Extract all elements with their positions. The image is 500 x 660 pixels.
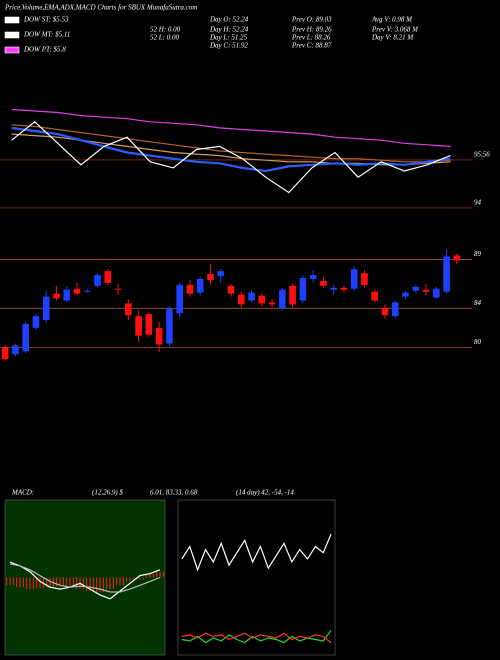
candle-body [299,278,307,301]
candle-body [237,294,245,305]
stat-text: Prev O: 89.03 [291,16,332,24]
candle-body [63,289,71,301]
y-tick-label: 80 [474,338,482,346]
candle-body [340,287,348,290]
stat-text: 52 L: 0.00 [150,34,179,42]
stat-text: Prev V: 3.068 M [371,26,419,34]
candle-body [268,302,276,305]
legend-swatch [4,16,20,24]
stat-text: Prev H: 89.26 [291,26,332,34]
legend-label: DOW PT: $5.8 [23,46,66,54]
stat-text: Prev C: 88.87 [291,42,332,50]
candle-body [289,285,296,305]
page-title: Price,Volume,EMA,ADX,MACD Charts for SBU… [4,4,197,12]
candle-body [422,289,430,292]
legend-label: DOW ST: $5.53 [23,16,69,24]
series-line [11,126,451,173]
candle-body [391,302,399,317]
candle-body [176,284,183,314]
series-line [9,563,161,593]
candle-body [207,274,214,280]
panel-background [0,95,462,215]
candle-body [135,316,142,336]
candle-body [155,327,163,345]
candle-body [125,303,132,316]
series-line [181,533,332,572]
candle-body [104,271,112,283]
legend-swatch [4,46,20,54]
series-line [11,108,451,147]
panel-background [177,499,336,656]
candle-body [320,280,327,286]
stat-text: Day O: 52.24 [209,16,249,24]
candle-body [32,316,40,328]
stat-text: Day C: 51.92 [209,42,248,50]
candle-body [217,271,225,277]
stat-text: Day V: 8.21 M [371,34,414,42]
panel-readout: 6.01, 83.33, 0.68 [150,489,198,497]
panel-background [0,235,462,365]
panel-background [4,499,166,656]
candle-body [279,289,286,309]
series-line [181,629,332,644]
candle-body [166,308,173,344]
stat-text: Day L: 51.25 [209,34,248,42]
panel-params: (12,26,9) $ [92,489,123,497]
candle-body [94,275,101,286]
candle-body [53,293,60,299]
panel-label: (14 day) 42, -54, -14 [236,489,294,497]
panel-label: MACD: [11,489,34,497]
candle-body [248,292,255,301]
candle-body [433,288,440,298]
series-line [11,121,451,194]
candle-body [1,347,9,360]
candle-body [145,314,153,335]
series-line [181,632,332,644]
legend-label: DOW MT: $5.11 [23,31,70,39]
candle-body [371,291,379,301]
stat-text: Avg V: 0.98 M [371,16,413,24]
candle-body [22,323,29,352]
candle-body [12,345,19,355]
stat-text: Day H: 52.24 [209,26,249,34]
candle-body [402,292,409,297]
y-tick-label: 94 [474,199,482,207]
candle-body [330,287,337,290]
y-tick-label: 84 [474,299,482,307]
candle-body [258,295,266,304]
candle-body [114,288,122,290]
stat-text: Prev L: 88.26 [291,34,331,42]
candle-body [453,255,461,261]
candle-body [227,285,235,294]
candle-body [361,273,368,285]
candle-body [73,288,81,294]
candle-body [309,275,317,279]
candle-body [350,269,358,289]
y-tick-label: 89 [474,250,482,258]
y-tick-label: 95.56 [474,151,490,159]
candle-body [381,308,389,316]
candle-body [196,278,204,293]
legend-swatch [4,31,20,39]
candle-body [42,296,50,321]
candle-body [186,284,194,294]
stat-text: 52 H: 0.00 [150,26,181,34]
series-line [11,124,451,163]
candle-body [412,286,420,291]
candle-body [443,256,450,292]
candle-body [83,290,91,292]
